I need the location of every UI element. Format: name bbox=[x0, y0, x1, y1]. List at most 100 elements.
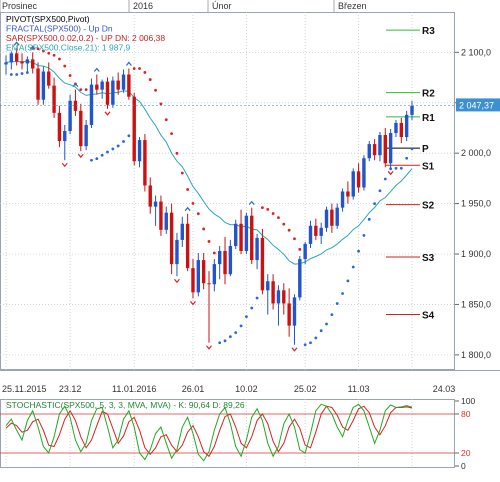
candle-body bbox=[234, 223, 238, 246]
fractal-down-marker bbox=[387, 170, 394, 176]
sar-dot bbox=[138, 67, 141, 70]
candle-body bbox=[410, 105, 414, 115]
fractal-up-marker bbox=[125, 61, 132, 66]
fractal-down-marker bbox=[291, 347, 298, 352]
candle-body bbox=[330, 209, 334, 226]
y-tick-label: 1 800,0 bbox=[461, 350, 491, 360]
sar-dot bbox=[122, 140, 125, 143]
candle-body bbox=[73, 100, 78, 111]
candle-body bbox=[250, 215, 254, 261]
stochastic-y-label: 100 bbox=[461, 396, 475, 406]
sar-dot bbox=[346, 279, 350, 283]
sar-dot bbox=[378, 189, 382, 193]
candle-body bbox=[207, 283, 211, 285]
candle-body bbox=[164, 212, 168, 230]
candle-body bbox=[100, 81, 104, 90]
fractal-up-marker bbox=[248, 200, 255, 206]
candle-body bbox=[68, 100, 72, 131]
candle-body bbox=[63, 130, 67, 142]
candle-body bbox=[201, 260, 206, 284]
pivot-label-r3: R3 bbox=[422, 26, 435, 37]
candle-body bbox=[111, 80, 115, 105]
sar-dot bbox=[154, 88, 157, 92]
candle-body bbox=[175, 239, 179, 265]
candle-body bbox=[266, 281, 270, 291]
sar-dot bbox=[266, 207, 270, 211]
top-time-label: Březen bbox=[338, 1, 367, 11]
sar-dot bbox=[389, 167, 393, 171]
sar-dot bbox=[170, 132, 174, 136]
sar-dot bbox=[63, 64, 67, 68]
candle-body bbox=[260, 237, 265, 291]
sar-dot bbox=[250, 306, 254, 310]
x-tick-label: 11.03 bbox=[348, 384, 370, 394]
sar-dot bbox=[202, 227, 206, 231]
candle-body bbox=[116, 80, 120, 90]
fractal-down-marker bbox=[206, 345, 212, 350]
candle-body bbox=[127, 74, 131, 97]
sar-dot bbox=[68, 74, 72, 77]
sar-dot bbox=[394, 166, 398, 170]
candle-body bbox=[212, 264, 217, 285]
stochastic-y-label: 20 bbox=[461, 448, 471, 458]
candle-body bbox=[121, 74, 126, 90]
fractal-down-marker bbox=[104, 111, 111, 116]
sar-dot bbox=[405, 156, 409, 160]
x-tick-label: 25.02 bbox=[294, 384, 317, 394]
candle-body bbox=[394, 122, 398, 134]
candle-body bbox=[180, 223, 184, 240]
x-tick-label: 26.01 bbox=[182, 384, 205, 394]
candle-body bbox=[41, 71, 46, 100]
sar-dot bbox=[298, 247, 302, 251]
plot-frame bbox=[0, 12, 455, 370]
stochastic-k-line bbox=[5, 403, 413, 462]
candle-body bbox=[372, 144, 377, 156]
candle-body bbox=[143, 140, 147, 186]
sar-dot bbox=[223, 339, 227, 343]
candle-body bbox=[217, 251, 222, 265]
sar-dot bbox=[90, 158, 93, 162]
candle-body bbox=[239, 223, 243, 252]
indicator-legend-item: FRACTAL(SPX500) - Up Dn bbox=[6, 24, 113, 34]
sar-dot bbox=[319, 329, 323, 333]
pivot-label-s2: S2 bbox=[422, 201, 435, 212]
sar-dot bbox=[362, 233, 366, 237]
candle-body bbox=[159, 201, 163, 230]
sar-dot bbox=[218, 341, 222, 345]
candle-body bbox=[362, 158, 366, 188]
sar-dot bbox=[106, 150, 109, 154]
y-tick-label: 1 950,0 bbox=[461, 199, 491, 209]
candle-body bbox=[298, 259, 302, 298]
sar-dot bbox=[410, 147, 414, 151]
top-time-label: Únor bbox=[212, 1, 232, 11]
top-time-label: 2016 bbox=[133, 1, 153, 11]
sar-dot bbox=[175, 151, 179, 155]
x-tick-label: 25.11.2015 bbox=[2, 384, 46, 394]
sar-dot bbox=[212, 251, 216, 255]
sar-dot bbox=[100, 153, 104, 157]
sar-dot bbox=[15, 73, 19, 76]
sar-dot bbox=[277, 216, 280, 220]
candle-body bbox=[196, 260, 201, 293]
x-tick-label: 10.02 bbox=[235, 384, 258, 394]
candle-body bbox=[47, 71, 51, 86]
indicator-legend-item: SAR(SPX500,0.02,0.2) - UP DN: 2 006,38 bbox=[6, 33, 165, 43]
candle-body bbox=[148, 185, 152, 207]
sar-dot bbox=[255, 296, 259, 300]
sar-dot bbox=[244, 315, 248, 319]
sar-dot bbox=[207, 240, 211, 243]
fractal-down-marker bbox=[61, 162, 68, 168]
candle-body bbox=[137, 140, 142, 162]
candle-body bbox=[287, 303, 291, 326]
y-tick-label: 1 850,0 bbox=[461, 299, 491, 309]
sar-dot bbox=[341, 292, 344, 295]
fractal-down-marker bbox=[77, 153, 84, 159]
candle-body bbox=[84, 124, 88, 147]
candle-body bbox=[31, 59, 35, 69]
candle-body bbox=[314, 225, 318, 236]
candle-body bbox=[4, 62, 8, 65]
stochastic-y-label: 80 bbox=[461, 409, 471, 419]
sar-dot bbox=[52, 53, 56, 57]
sar-dot bbox=[367, 217, 371, 221]
candle-body bbox=[52, 85, 56, 113]
